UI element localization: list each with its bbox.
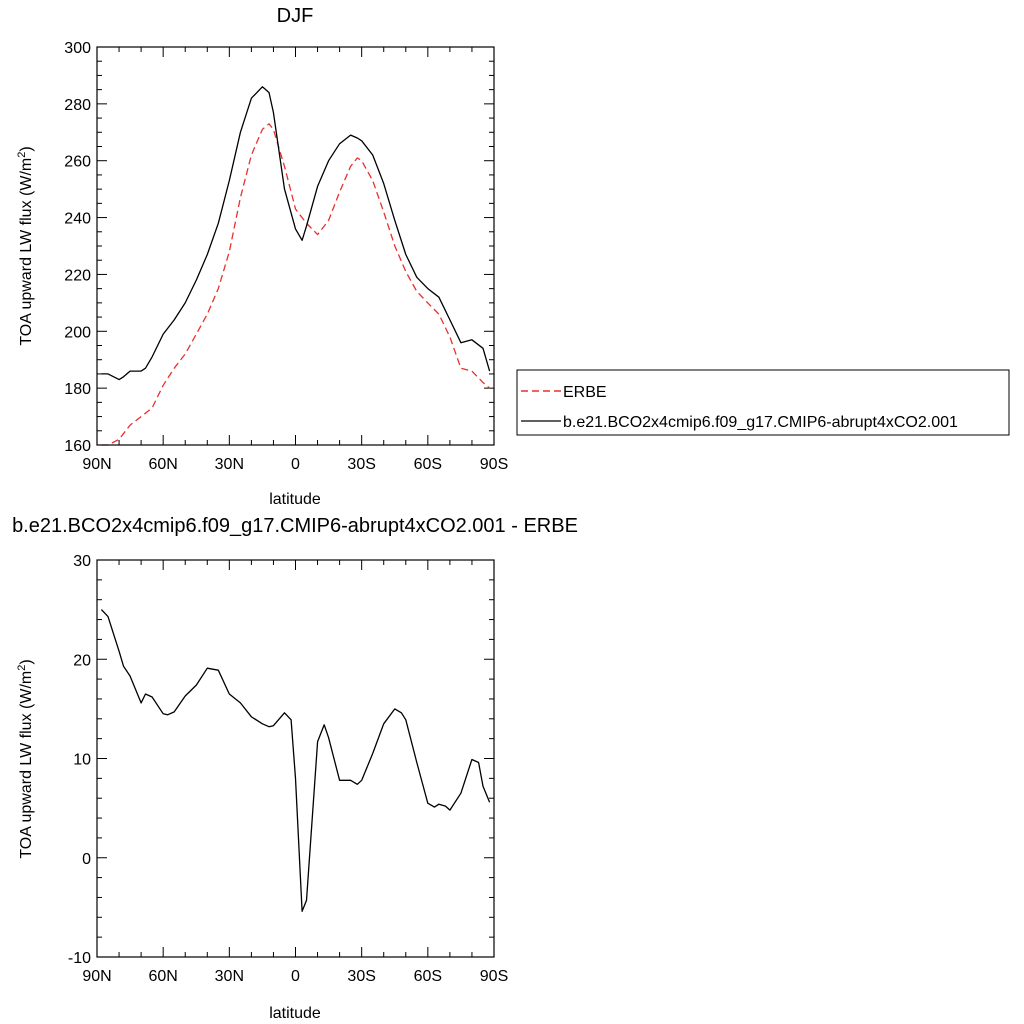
top-x-tick-label: 60S — [414, 456, 442, 473]
top-y-tick-label: 280 — [64, 97, 91, 114]
bottom-plot-frame — [96, 559, 495, 958]
legend-label-erbe: ERBE — [563, 384, 607, 401]
bottom-panel: b.e21.BCO2x4cmip6.f09_g17.CMIP6-abrupt4x… — [12, 515, 578, 1022]
top-x-tick-label: 90N — [82, 456, 111, 473]
bottom-y-label-suffix: ) — [18, 659, 35, 664]
top-y-tick-label: 220 — [64, 267, 91, 284]
legend-label-model: b.e21.BCO2x4cmip6.f09_g17.CMIP6-abrupt4x… — [563, 414, 958, 431]
top-y-tick-label: 260 — [64, 154, 91, 171]
bottom-x-tick-label: 60N — [148, 968, 177, 985]
top-y-tick-label: 200 — [64, 324, 91, 341]
top-y-tick-label: 160 — [64, 438, 91, 455]
top-x-tick-label: 30S — [347, 456, 375, 473]
top-plot-frame — [96, 46, 495, 446]
top-x-tick-label: 0 — [291, 456, 300, 473]
top-x-axis-label: latitude — [269, 491, 321, 508]
bottom-x-tick-label: 30S — [347, 968, 375, 985]
top-y-label-text: TOA upward LW flux (W/m — [18, 158, 35, 346]
bottom-plot-lines — [100, 609, 491, 912]
top-x-tick-label: 90S — [480, 456, 508, 473]
top-chart-title: DJF — [277, 5, 314, 27]
bottom-y-label-superscript: 2 — [16, 665, 28, 671]
bottom-x-tick-label: 30N — [215, 968, 244, 985]
bottom-x-tick-label: 0 — [291, 968, 300, 985]
top-axis-ticks: 90N 60N 30N 0 30S 60S 90S 160 180 200 220 240 260 280… — [64, 40, 508, 473]
top-x-tick-label: 60N — [148, 456, 177, 473]
legend-box — [516, 369, 1010, 436]
bottom-series-line-difference — [100, 609, 491, 912]
bottom-axis-ticks: 90N 60N 30N 0 30S 60S 90S -10 0 10 20 30 — [68, 553, 508, 985]
bottom-y-tick-label: 0 — [82, 851, 91, 868]
top-series-line-model — [101, 86, 491, 381]
bottom-y-tick-label: 10 — [73, 752, 91, 769]
bottom-x-tick-label: 60S — [414, 968, 442, 985]
top-y-tick-label: 240 — [64, 211, 91, 228]
top-y-axis-label: TOA upward LW flux (W/m2) — [16, 146, 35, 345]
legend: ERBE b.e21.BCO2x4cmip6.f09_g17.CMIP6-abr… — [516, 369, 1010, 436]
top-y-label-suffix: ) — [18, 146, 35, 151]
bottom-y-axis-label: TOA upward LW flux (W/m2) — [16, 659, 35, 858]
top-y-tick-label: 300 — [64, 40, 91, 57]
bottom-y-tick-label: -10 — [68, 950, 91, 967]
top-y-label-superscript: 2 — [16, 152, 28, 158]
top-y-tick-label: 180 — [64, 381, 91, 398]
bottom-x-tick-label: 90S — [480, 968, 508, 985]
bottom-x-axis-label: latitude — [269, 1005, 321, 1022]
top-plot-lines — [101, 86, 491, 446]
bottom-y-tick-label: 30 — [73, 553, 91, 570]
bottom-x-tick-label: 90N — [82, 968, 111, 985]
bottom-chart-title: b.e21.BCO2x4cmip6.f09_g17.CMIP6-abrupt4x… — [12, 515, 578, 537]
top-panel: DJF TOA upward LW flux (W/m2) latitude 9… — [16, 5, 508, 508]
top-x-tick-label: 30N — [215, 456, 244, 473]
bottom-y-label-text: TOA upward LW flux (W/m — [18, 671, 35, 859]
top-series-line-erbe — [101, 123, 491, 446]
bottom-y-tick-label: 20 — [73, 652, 91, 669]
